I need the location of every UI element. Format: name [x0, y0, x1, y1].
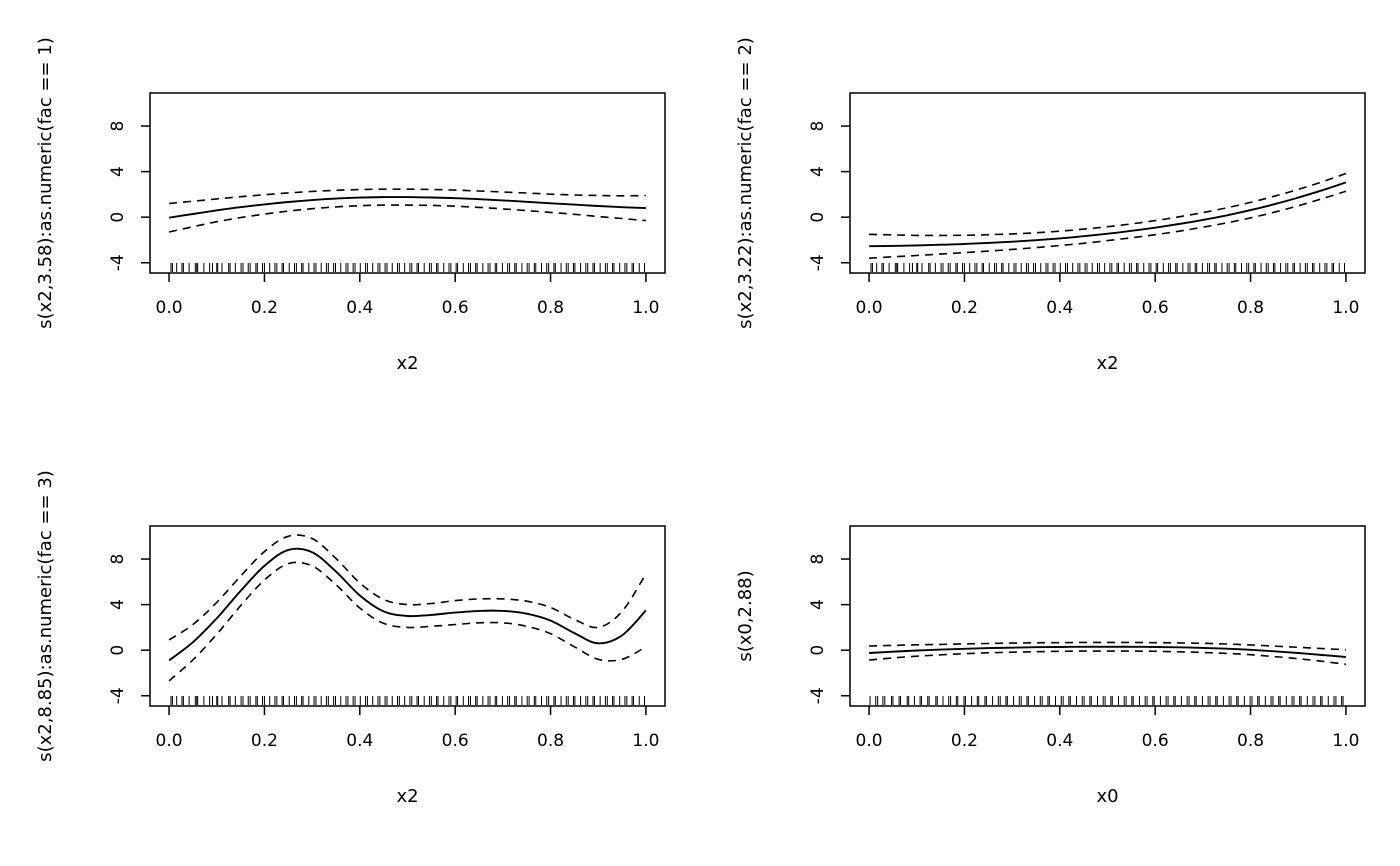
y-tick-label: -4 — [108, 687, 128, 704]
fit-curve — [869, 645, 1346, 658]
upper-ci-curve — [869, 641, 1346, 651]
panel-smooth-x2-fac1: 0.0 0.2 0.4 0.6 0.8 1.0 -4 0 4 8 x2 s(x2,3.58):as.n… — [0, 0, 700, 433]
y-tick-label: 4 — [808, 599, 828, 610]
plot-box — [149, 92, 666, 274]
x-tick-label: 0.2 — [951, 731, 978, 751]
upper-ci-curve — [869, 172, 1347, 237]
fit-curve — [168, 547, 647, 662]
lower-ci-curve — [869, 190, 1347, 259]
x-tick-label: 0.4 — [346, 731, 373, 751]
y-axis-label: s(x0,2.88) — [735, 570, 756, 661]
gam-plot-1: 0.0 0.2 0.4 0.6 0.8 1.0 -4 0 4 8 x2 s(x2,3.58):as.n… — [35, 37, 666, 374]
x-axis-label: x2 — [396, 786, 418, 807]
y-axis-label: s(x2,8.85):as.numeric(fac == 3) — [35, 470, 56, 762]
x-tick-label: 0.8 — [537, 298, 564, 318]
fit-curve — [869, 181, 1347, 248]
y-tick-label: 0 — [108, 212, 128, 223]
x-tick-label: 0.0 — [856, 298, 883, 318]
x-tick-label: 0.6 — [1142, 298, 1169, 318]
x-tick-label: 0.0 — [856, 731, 883, 751]
x-tick-label: 1.0 — [632, 298, 659, 318]
y-tick-label: -4 — [808, 254, 828, 271]
lower-ci-curve — [168, 204, 646, 233]
y-axis-label: s(x2,3.58):as.numeric(fac == 1) — [35, 37, 56, 329]
y-tick-label: 0 — [808, 645, 828, 656]
upper-ci-curve — [169, 188, 646, 205]
y-tick-label: -4 — [108, 254, 128, 271]
x-tick-label: 1.0 — [1332, 731, 1359, 751]
x-axis-label: x2 — [1096, 353, 1118, 374]
x-tick-label: 0.4 — [1046, 298, 1073, 318]
x-tick-label: 0.2 — [251, 731, 278, 751]
x-tick-label: 0.0 — [156, 298, 183, 318]
panel-smooth-x2-fac3: 0.0 0.2 0.4 0.6 0.8 1.0 -4 0 4 8 x2 s(x2,8.85):as.n… — [0, 433, 700, 866]
y-tick-label: 0 — [108, 645, 128, 656]
x-tick-label: 0.8 — [537, 731, 564, 751]
gam-plot-3: 0.0 0.2 0.4 0.6 0.8 1.0 -4 0 4 8 x2 s(x2,8.85):as.n… — [35, 470, 666, 807]
plot-box — [149, 525, 666, 707]
plot-box — [849, 92, 1366, 274]
fit-curve — [168, 196, 646, 219]
x-tick-label: 0.6 — [442, 298, 469, 318]
x-tick-label: 0.2 — [951, 298, 978, 318]
x-tick-label: 0.4 — [346, 298, 373, 318]
plot-box — [849, 525, 1366, 707]
y-tick-label: 8 — [808, 121, 828, 132]
x-tick-label: 1.0 — [1332, 298, 1359, 318]
panel-smooth-x2-fac2: 0.0 0.2 0.4 0.6 0.8 1.0 -4 0 4 8 x2 s(x2,3.22):as.n… — [700, 0, 1400, 433]
y-tick-label: 8 — [808, 554, 828, 565]
gam-plot-2: 0.0 0.2 0.4 0.6 0.8 1.0 -4 0 4 8 x2 s(x2,3.22):as.n… — [735, 37, 1366, 374]
y-tick-label: -4 — [808, 687, 828, 704]
x-tick-label: 0.8 — [1237, 298, 1264, 318]
lower-ci-curve — [869, 650, 1347, 666]
y-tick-label: 0 — [808, 212, 828, 223]
x-axis-label: x2 — [396, 353, 418, 374]
y-axis-label: s(x2,3.22):as.numeric(fac == 2) — [735, 37, 756, 329]
y-tick-label: 8 — [108, 554, 128, 565]
x-axis-label: x0 — [1096, 786, 1118, 807]
gam-plot-4: 0.0 0.2 0.4 0.6 0.8 1.0 -4 0 4 8 x0 s(x0,2.88) — [735, 525, 1366, 807]
x-tick-label: 0.2 — [251, 298, 278, 318]
upper-ci-curve — [168, 534, 647, 641]
y-tick-label: 4 — [108, 166, 128, 177]
y-tick-label: 4 — [108, 599, 128, 610]
x-tick-label: 0.6 — [442, 731, 469, 751]
y-tick-label: 8 — [108, 121, 128, 132]
x-tick-label: 0.0 — [156, 731, 183, 751]
x-tick-label: 1.0 — [632, 731, 659, 751]
lower-ci-curve — [168, 561, 647, 682]
x-tick-label: 0.4 — [1046, 731, 1073, 751]
y-tick-label: 4 — [808, 166, 828, 177]
x-tick-label: 0.6 — [1142, 731, 1169, 751]
panel-smooth-x0: 0.0 0.2 0.4 0.6 0.8 1.0 -4 0 4 8 x0 s(x0,2.88) — [700, 433, 1400, 866]
x-tick-label: 0.8 — [1237, 731, 1264, 751]
